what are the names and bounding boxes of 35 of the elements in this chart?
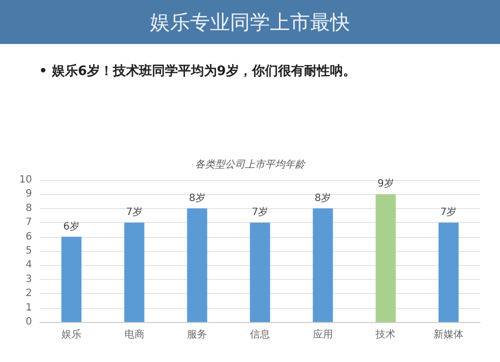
x-tick-label: 信息	[250, 328, 270, 340]
y-tick-label: 1	[26, 302, 32, 314]
data-label: 8岁	[188, 192, 206, 204]
data-label: 7岁	[126, 206, 142, 218]
bar	[376, 194, 396, 322]
bar	[61, 236, 82, 322]
bar	[250, 222, 270, 322]
x-tick-label: 技术	[374, 328, 396, 340]
x-tick-label: 电商	[124, 328, 144, 340]
bar	[438, 222, 459, 322]
x-tick-label: 服务	[187, 328, 208, 340]
y-tick-label: 10	[19, 174, 32, 186]
chart-title: 娱乐专业同学上市最快	[150, 10, 350, 34]
y-tick-label: 4	[26, 260, 32, 271]
y-tick-label: 7	[26, 217, 32, 228]
chart-subtitle: • 娱乐6岁！技术班同学平均为9岁，你们很有耐性呐。	[39, 63, 356, 79]
y-tick-label: 6	[26, 231, 32, 242]
y-tick-label: 0	[26, 316, 32, 328]
data-label: 9岁	[378, 178, 394, 190]
bar	[124, 222, 144, 322]
y-tick-label: 2	[26, 288, 32, 300]
x-tick-label: 新媒体	[434, 328, 464, 340]
y-tick-label: 5	[26, 246, 32, 256]
bar	[312, 208, 333, 322]
bar	[187, 208, 208, 322]
data-label: 7岁	[440, 206, 457, 218]
x-tick-label: 娱乐	[61, 328, 82, 340]
data-label: 8岁	[314, 192, 332, 204]
data-label: 6岁	[63, 220, 80, 232]
x-tick-label: 应用	[312, 328, 333, 340]
data-label: 7岁	[252, 206, 268, 218]
y-tick-label: 3	[26, 274, 32, 285]
y-tick-label: 8	[26, 202, 32, 214]
text: 各类型公司上市平均年龄	[195, 158, 306, 170]
y-tick-label: 9	[26, 188, 32, 200]
